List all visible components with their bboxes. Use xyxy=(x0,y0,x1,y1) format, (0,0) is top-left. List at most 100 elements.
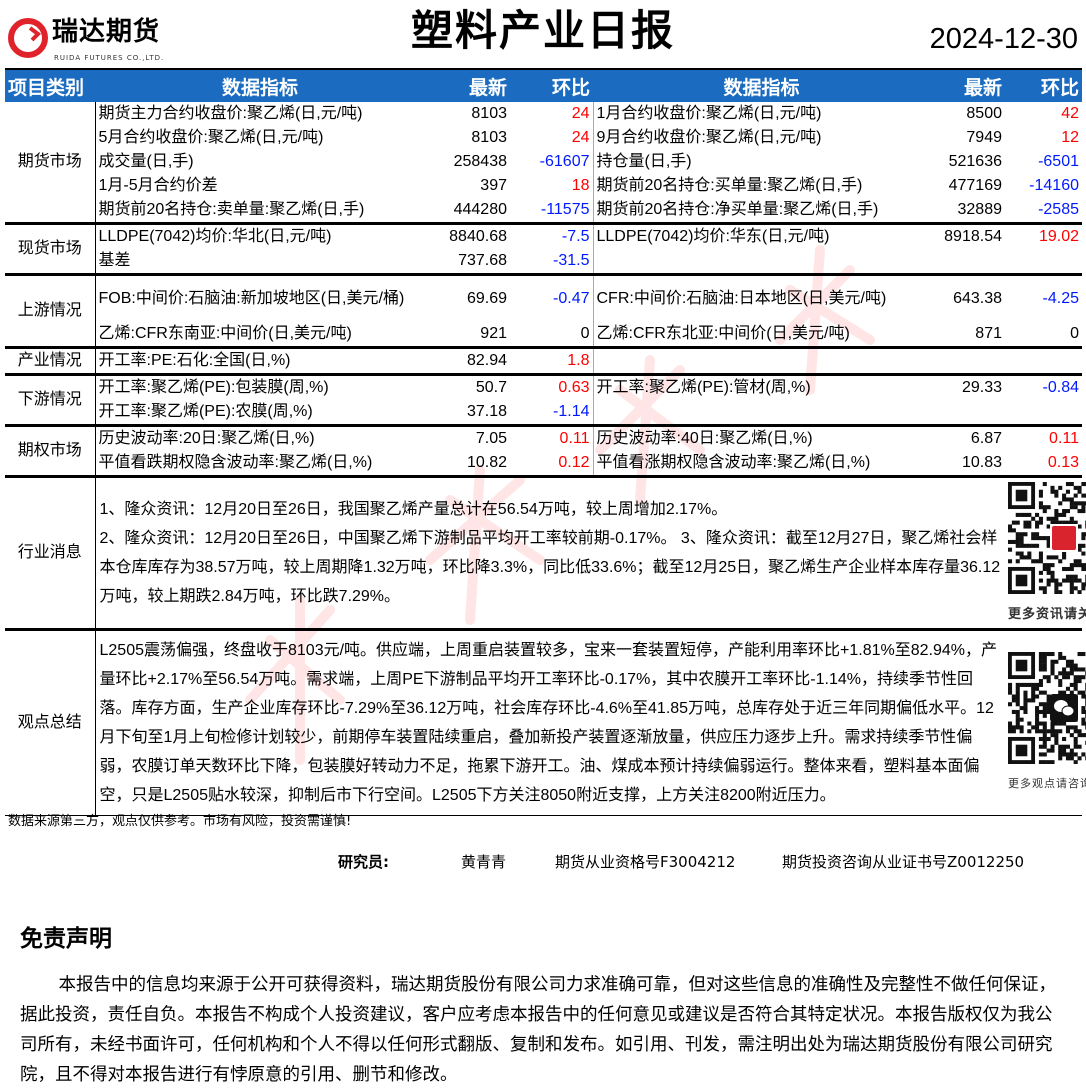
market-summary: L2505震荡偏强，终盘收于8103元/吨。供应端，上周重启装置较多，宝来一套装… xyxy=(95,628,1005,816)
right-latest-cell: 7949 xyxy=(966,129,1002,146)
left-change-cell: 24 xyxy=(571,105,590,122)
right-indicator-cell: 开工率:聚乙烯(PE):管材(周,%) xyxy=(592,373,930,400)
category-cell: 现货市场 xyxy=(5,222,96,275)
header-indicator-2: 数据指标 xyxy=(593,68,930,102)
table-row: 1月-5月合约价差 397 18 期货前20名持仓:买单量:聚乙烯(日,手) 47716… xyxy=(5,174,1082,198)
right-latest-cell: 477169 xyxy=(948,177,1002,194)
right-change-cell xyxy=(1005,249,1082,275)
left-change-cell: 0.63 xyxy=(510,373,593,400)
right-latest-cell: 8500 xyxy=(966,105,1002,122)
left-indicator-cell: LLDPE(7042)均价:华北(日,元/吨) xyxy=(95,222,425,249)
right-change-cell xyxy=(1005,400,1082,426)
news-paragraph: 1、隆众资讯：12月20日至26日，我国聚乙烯产量总计在56.54万吨，较上周增… xyxy=(99,501,728,518)
left-change-cell: -61607 xyxy=(539,153,590,170)
futures-license: 期货从业资格号F3004212 xyxy=(555,853,736,871)
table-row: 期货前20名持仓:卖单量:聚乙烯(日,手) 444280 -11575 期货前20名持… xyxy=(5,198,1082,224)
right-indicator-cell: 持仓量(日,手) xyxy=(592,150,930,174)
disclaimer-title: 免责声明 xyxy=(20,926,112,952)
table-row: 期权市场 历史波动率:20日:聚乙烯(日,%) 7.05 0.11 历史波动率:40日:… xyxy=(5,424,1082,477)
category-cell: 行业消息 xyxy=(5,475,96,630)
right-latest-cell: 6.87 xyxy=(930,424,1005,451)
right-change-cell: -4.25 xyxy=(1005,273,1082,322)
right-indicator-cell: 历史波动率:40日:聚乙烯(日,%) xyxy=(592,424,930,451)
right-indicator-cell: 乙烯:CFR东北亚:中间价(日,美元/吨) xyxy=(592,322,930,348)
right-change-cell: -14160 xyxy=(1029,177,1079,194)
left-latest-cell: 7.05 xyxy=(425,424,510,451)
right-change-cell: -0.84 xyxy=(1005,373,1082,400)
header-category: 项目类别 xyxy=(5,68,95,102)
left-latest-cell: 8103 xyxy=(471,129,507,146)
right-change-cell: 19.02 xyxy=(1005,222,1082,249)
left-latest-cell: 397 xyxy=(480,177,507,194)
left-change-cell: 1.8 xyxy=(510,346,593,375)
left-change-cell: 0.12 xyxy=(558,454,590,471)
right-indicator-cell: CFR:中间价:石脑油:日本地区(日,美元/吨) xyxy=(592,273,930,322)
right-latest-cell: 521636 xyxy=(948,153,1002,170)
table-row: 上游情况 FOB:中间价:石脑油:新加坡地区(日,美元/桶) 69.69 -0.47 C… xyxy=(5,273,1082,348)
left-indicator-cell: 期货前20名持仓:卖单量:聚乙烯(日,手) xyxy=(98,201,365,218)
right-latest-cell xyxy=(930,249,1005,275)
data-table: 项目类别 数据指标 最新 环比 数据指标 最新 环比 期货市场 期货主力合约收盘价… xyxy=(5,68,1086,816)
table-row: 产业情况 开工率:PE:石化:全国(日,%) 82.94 1.8 xyxy=(5,346,1082,375)
left-indicator-cell: 1月-5月合约价差 xyxy=(98,177,218,194)
header-change: 环比 xyxy=(510,68,593,102)
right-change-cell: 42 xyxy=(1061,105,1079,122)
header-latest-2: 最新 xyxy=(930,68,1005,102)
right-indicator-cell xyxy=(592,400,930,426)
left-change-cell: -0.47 xyxy=(510,273,593,322)
header-change-2: 环比 xyxy=(1005,68,1082,102)
left-indicator-cell: 5月合约收盘价:聚乙烯(日,元/吨) xyxy=(98,129,324,146)
summary-row: 观点总结 L2505震荡偏强，终盘收于8103元/吨。供应端，上周重启装置较多，… xyxy=(5,628,1086,816)
right-indicator-cell: 期货前20名持仓:买单量:聚乙烯(日,手) xyxy=(592,174,930,198)
left-indicator-cell: 开工率:聚乙烯(PE):包装膜(周,%) xyxy=(95,373,425,400)
table-row: 开工率:聚乙烯(PE):农膜(周,%) 37.18 -1.14 xyxy=(5,400,1082,426)
left-change-cell: -11575 xyxy=(540,201,590,218)
right-latest-cell: 871 xyxy=(975,325,1002,342)
right-latest-cell xyxy=(930,400,1005,426)
right-indicator-cell xyxy=(592,346,930,375)
table-body: 期货市场 期货主力合约收盘价:聚乙烯(日,元/吨) 8103 24 1月合约收盘价:聚乙… xyxy=(5,102,1082,477)
right-latest-cell: 643.38 xyxy=(930,273,1005,322)
researcher-name: 黄青青 xyxy=(461,853,507,871)
right-indicator-cell: 平值看涨期权隐含波动率:聚乙烯(日,%) xyxy=(592,451,930,477)
category-cell: 期货市场 xyxy=(5,102,96,224)
left-latest-cell: 737.68 xyxy=(458,252,507,269)
left-indicator-cell: 基差 xyxy=(98,252,131,269)
left-latest-cell: 69.69 xyxy=(425,273,510,322)
left-indicator-cell: 平值看跌期权隐含波动率:聚乙烯(日,%) xyxy=(98,454,373,471)
right-indicator-cell: 9月合约收盘价:聚乙烯(日,元/吨) xyxy=(592,126,930,150)
left-indicator-cell: 成交量(日,手) xyxy=(98,153,194,170)
table-row: 5月合约收盘价:聚乙烯(日,元/吨) 8103 24 9月合约收盘价:聚乙烯(日,元/… xyxy=(5,126,1082,150)
right-change-cell: 12 xyxy=(1061,129,1079,146)
table-row: 成交量(日,手) 258438 -61607 持仓量(日,手) 521636 -6501 xyxy=(5,150,1082,174)
left-change-cell: 24 xyxy=(571,129,590,146)
right-change-cell: -6501 xyxy=(1038,153,1079,170)
table-row: 期货市场 期货主力合约收盘价:聚乙烯(日,元/吨) 8103 24 1月合约收盘价:聚乙… xyxy=(5,102,1082,224)
right-indicator-cell: 1月合约收盘价:聚乙烯(日,元/吨) xyxy=(592,102,930,126)
qr-consult: 更多观点请咨询! xyxy=(1005,628,1086,816)
category-cell: 产业情况 xyxy=(5,346,96,375)
left-change-cell: -7.5 xyxy=(510,222,593,249)
data-source-note: 数据来源第三方，观点仅供参考。市场有风险，投资需谨慎! xyxy=(8,814,352,829)
table-row: 基差 737.68 -31.5 xyxy=(5,249,1082,275)
header-latest: 最新 xyxy=(425,68,510,102)
qr-code-icon xyxy=(1007,481,1086,595)
left-latest-cell: 8840.68 xyxy=(425,222,510,249)
left-latest-cell: 921 xyxy=(480,325,507,342)
logo-subtitle: RUIDA FUTURES CO.,LTD. xyxy=(54,54,165,62)
news-paragraph: 2、隆众资讯：12月20日至26日，中国聚乙烯下游制品平均开工率较前期-0.17… xyxy=(99,530,1001,605)
category-cell: 上游情况 xyxy=(5,273,96,348)
page-title: 塑料产业日报 xyxy=(410,6,675,55)
left-indicator-cell: 开工率:PE:石化:全国(日,%) xyxy=(95,346,425,375)
category-cell: 下游情况 xyxy=(5,373,96,426)
qr-caption: 更多观点请咨询! xyxy=(1008,778,1086,790)
right-change-cell: 0.11 xyxy=(1005,424,1082,451)
left-latest-cell: 444280 xyxy=(453,201,507,218)
category-cell: 观点总结 xyxy=(5,628,96,816)
wechat-qr-code-icon xyxy=(1007,651,1086,765)
left-latest-cell: 50.7 xyxy=(425,373,510,400)
disclaimer-body: 本报告中的信息均来源于公开可获得资料，瑞达期货股份有限公司力求准确可靠，但对这些… xyxy=(20,975,1056,1085)
left-latest-cell: 10.82 xyxy=(466,454,507,471)
left-change-cell: 18 xyxy=(571,177,590,194)
logo-name: 瑞达期货 xyxy=(52,17,161,47)
